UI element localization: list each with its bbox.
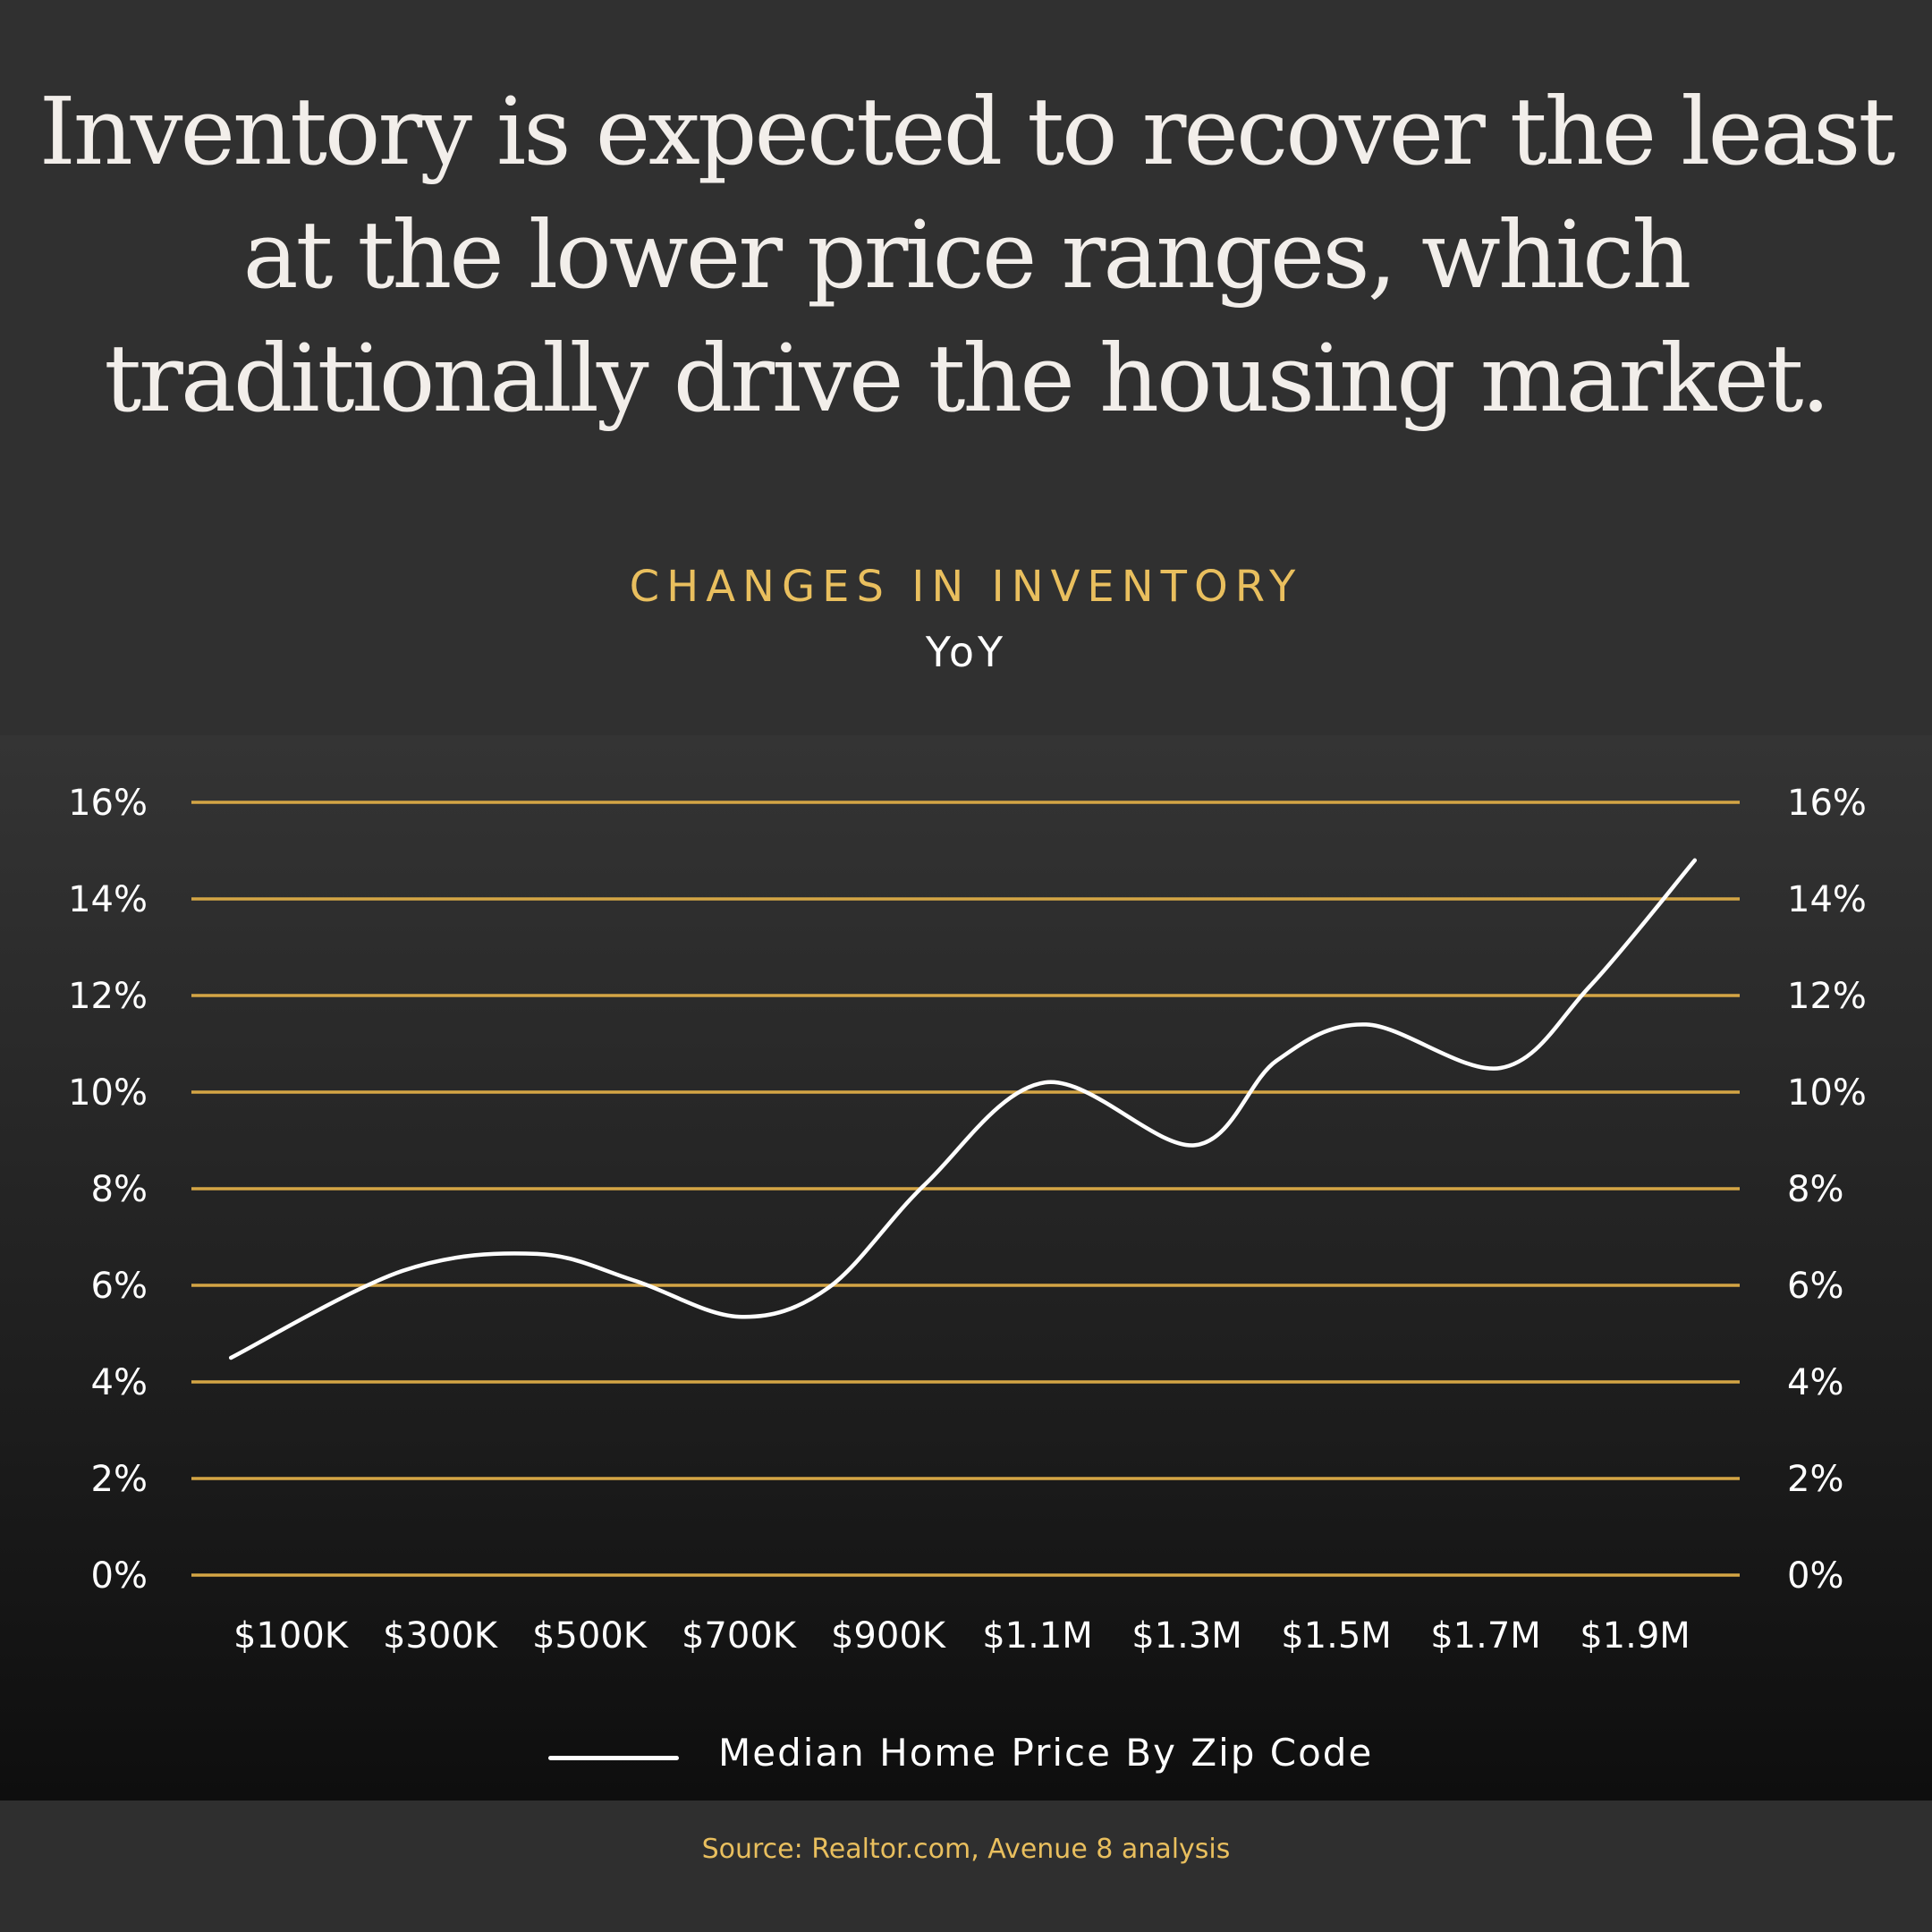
legend-label: Median Home Price By Zip Code [718, 1731, 1374, 1775]
x-tick-label: $300K [383, 1615, 499, 1657]
series-line [228, 858, 1698, 1360]
footer-band [0, 1801, 1932, 1932]
y-tick-label-right: 8% [1787, 1169, 1843, 1210]
y-tick-label-left: 16% [68, 783, 148, 824]
headline: Inventory is expected to recover the lea… [38, 77, 1896, 433]
y-tick-label-left: 6% [91, 1266, 148, 1307]
y-tick-label-left: 8% [91, 1169, 148, 1210]
x-tick-label: $1.1M [982, 1615, 1093, 1657]
legend-line-swatch [548, 1756, 679, 1760]
y-tick-label-right: 4% [1787, 1362, 1843, 1403]
y-tick-label-right: 2% [1787, 1459, 1843, 1500]
legend: Median Home Price By Zip Code [0, 1731, 1932, 1784]
y-tick-label-right: 6% [1787, 1266, 1843, 1307]
x-tick-label: $1.3M [1131, 1615, 1242, 1657]
x-tick-label: $1.7M [1430, 1615, 1541, 1657]
y-tick-label-right: 12% [1787, 976, 1867, 1017]
chart-subtitle: YoY [925, 628, 1007, 676]
y-tick-label-right: 0% [1787, 1555, 1843, 1597]
x-tick-label: $500K [532, 1615, 648, 1657]
x-tick-label: $100K [233, 1615, 350, 1657]
chart-title: CHANGES IN INVENTORY [629, 562, 1303, 612]
y-tick-label-right: 14% [1787, 879, 1867, 920]
y-tick-label-left: 2% [91, 1459, 148, 1500]
y-tick-label-right: 16% [1787, 783, 1867, 824]
y-tick-label-left: 14% [68, 879, 148, 920]
y-tick-label-left: 4% [91, 1362, 148, 1403]
y-tick-label-right: 10% [1787, 1072, 1867, 1114]
x-tick-label: $900K [831, 1615, 947, 1657]
chart-background [0, 735, 1932, 1801]
y-tick-label-left: 12% [68, 976, 148, 1017]
header-background [0, 0, 1932, 735]
x-tick-label: $1.9M [1580, 1615, 1690, 1657]
x-tick-label: $1.5M [1281, 1615, 1392, 1657]
y-tick-label-left: 10% [68, 1072, 148, 1114]
x-tick-label: $700K [682, 1615, 798, 1657]
y-tick-label-left: 0% [91, 1555, 148, 1597]
source-note: Source: Realtor.com, Avenue 8 analysis [701, 1834, 1231, 1865]
